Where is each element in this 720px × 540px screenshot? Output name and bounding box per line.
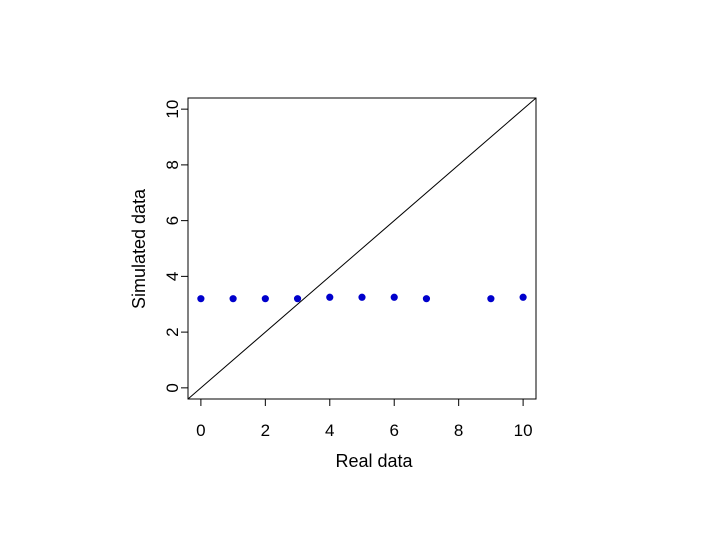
data-point: [326, 293, 334, 301]
y-axis-label: Simulated data: [129, 188, 149, 309]
data-point: [229, 295, 237, 303]
y-tick-label: 4: [163, 272, 182, 281]
data-point: [422, 295, 431, 303]
data-point: [519, 293, 527, 301]
data-point: [261, 295, 269, 303]
data-point: [487, 295, 495, 303]
plot-area: 0 2 4 6 8 10 0 2 4 6 8 10: [163, 97, 537, 440]
x-tick-label: 8: [454, 421, 463, 440]
y-tick-label: 2: [163, 327, 182, 336]
y-tick-label: 0: [163, 383, 182, 392]
x-tick-label: 0: [196, 421, 205, 440]
x-tick-label: 10: [514, 421, 533, 440]
data-point: [358, 293, 366, 301]
x-tick-label: 6: [389, 421, 398, 440]
identity-line: [187, 97, 537, 400]
data-point: [197, 295, 205, 303]
y-tick-label: 6: [163, 216, 182, 225]
y-tick-label: 8: [163, 160, 182, 169]
data-point: [293, 295, 302, 303]
data-point: [390, 293, 398, 301]
x-tick-label: 4: [325, 421, 334, 440]
y-tick-label: 10: [163, 100, 182, 119]
plot-frame: [187, 97, 537, 400]
x-tick-label: 2: [261, 421, 270, 440]
x-axis-label: Real data: [335, 451, 413, 471]
